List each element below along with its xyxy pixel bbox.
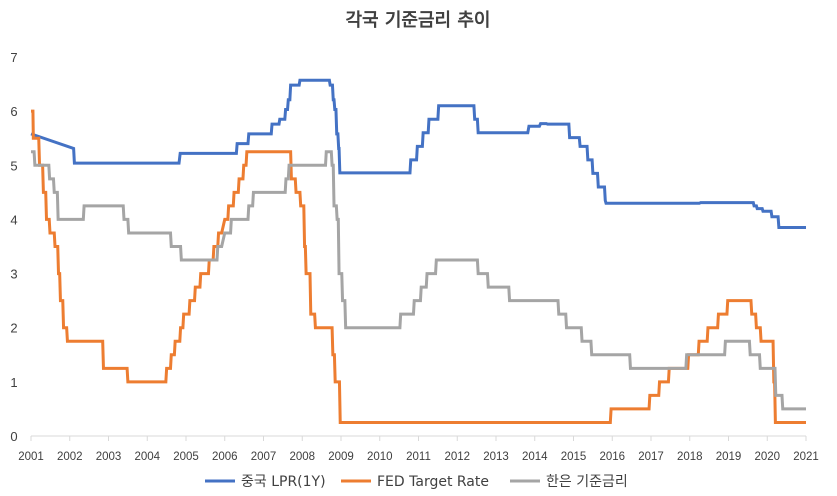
x-tick-label: 2002	[57, 451, 83, 463]
x-tick-label: 2008	[289, 451, 315, 463]
y-tick-label: 4	[10, 212, 17, 227]
series-line-1	[30, 78, 806, 230]
x-tick-label: 2016	[599, 451, 625, 463]
y-tick-label: 5	[10, 158, 17, 173]
legend-label: 중국 LPR(1Y)	[241, 474, 326, 490]
x-tick-label: 2020	[754, 451, 780, 463]
y-tick-label: 0	[10, 429, 17, 444]
y-tick-label: 7	[10, 50, 17, 65]
series-lines	[30, 78, 806, 424]
x-tick-label: 2003	[96, 451, 122, 463]
chart-title: 각국 기준금리 추이	[345, 10, 490, 31]
x-tick-label: 2014	[522, 451, 548, 463]
x-tick-label: 2005	[173, 451, 199, 463]
y-tick-label: 3	[10, 267, 17, 282]
x-tick-label: 2012	[444, 451, 470, 463]
x-axis-ticks: 2001 2002 2003 2004 2005 2006 2007 2008 2009 2010…	[18, 436, 819, 463]
series-line-3	[31, 150, 806, 411]
series-line-2	[31, 109, 806, 424]
y-tick-label: 1	[10, 375, 17, 390]
x-tick-label: 2021	[793, 451, 819, 463]
y-tick-label: 2	[10, 321, 17, 336]
x-tick-label: 2019	[716, 451, 742, 463]
x-tick-label: 2007	[251, 451, 277, 463]
x-tick-label: 2001	[18, 451, 44, 463]
x-tick-label: 2009	[328, 451, 354, 463]
x-tick-label: 2017	[638, 451, 664, 463]
x-tick-label: 2004	[134, 451, 160, 463]
x-tick-label: 2010	[367, 451, 393, 463]
legend: 중국 LPR(1Y) FED Target Rate 한은 기준금리	[205, 474, 628, 490]
x-tick-label: 2015	[561, 451, 587, 463]
x-tick-label: 2011	[406, 451, 431, 463]
y-tick-label: 6	[10, 104, 17, 119]
y-axis-ticks: 0 1 2 3 4 5 6 7	[10, 50, 17, 444]
legend-label: FED Target Rate	[377, 474, 489, 490]
x-tick-label: 2006	[212, 451, 238, 463]
legend-label: 한은 기준금리	[546, 474, 628, 490]
x-tick-label: 2013	[483, 451, 509, 463]
x-tick-label: 2018	[677, 451, 703, 463]
